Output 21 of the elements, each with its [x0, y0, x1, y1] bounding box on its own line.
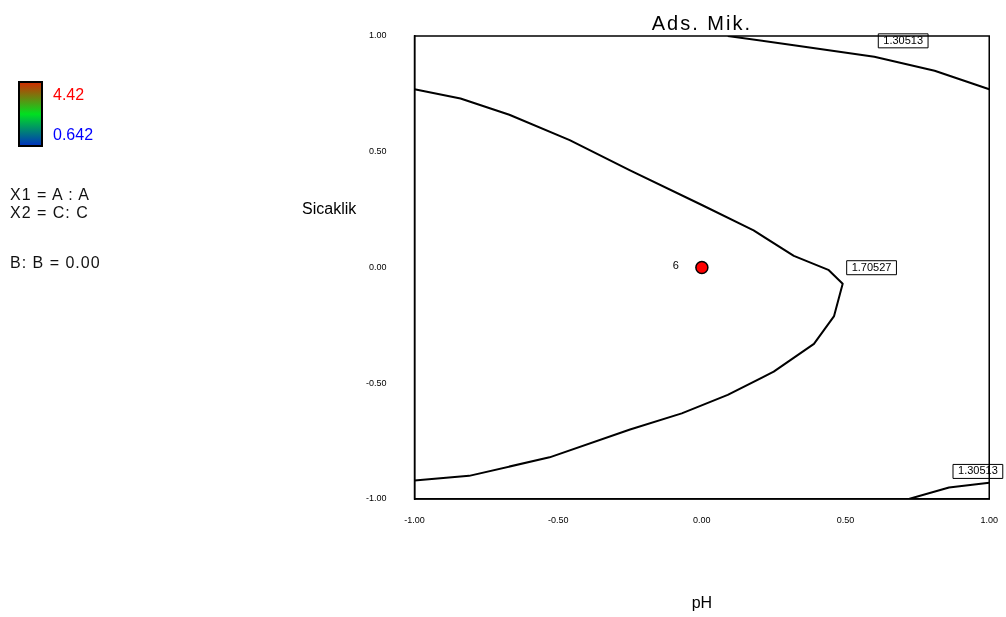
- x-axis-title: pH: [691, 593, 713, 611]
- y-tick-label: -1.00: [366, 493, 387, 504]
- y-tick-label: 0.00: [368, 261, 387, 272]
- text: X2 = C: C: [10, 204, 90, 222]
- text: B: B = 0.00: [10, 254, 101, 272]
- y-tick-label: 1.00: [368, 30, 387, 41]
- x-tick-label: -1.00: [404, 514, 425, 525]
- annotation: 6: [672, 258, 679, 271]
- x-tick-label: 1.00: [980, 514, 999, 525]
- y-axis-title: Sicaklik: [302, 200, 358, 218]
- x-tick-label: -0.50: [547, 514, 569, 525]
- color-bar-label: 0.642: [53, 126, 94, 144]
- y-tick-label: -0.50: [366, 377, 387, 388]
- y-tick-label: 0.50: [368, 146, 387, 157]
- annotation: 1.30513: [883, 33, 924, 46]
- text: X1 = A : A: [10, 186, 91, 204]
- annotation: 1.70527: [851, 260, 892, 273]
- color-bar-label: 4.42: [53, 86, 85, 104]
- x-tick-label: 0.00: [693, 514, 711, 525]
- x-tick-label: 0.50: [836, 514, 855, 525]
- chart-title: Ads. Mik.: [651, 11, 752, 34]
